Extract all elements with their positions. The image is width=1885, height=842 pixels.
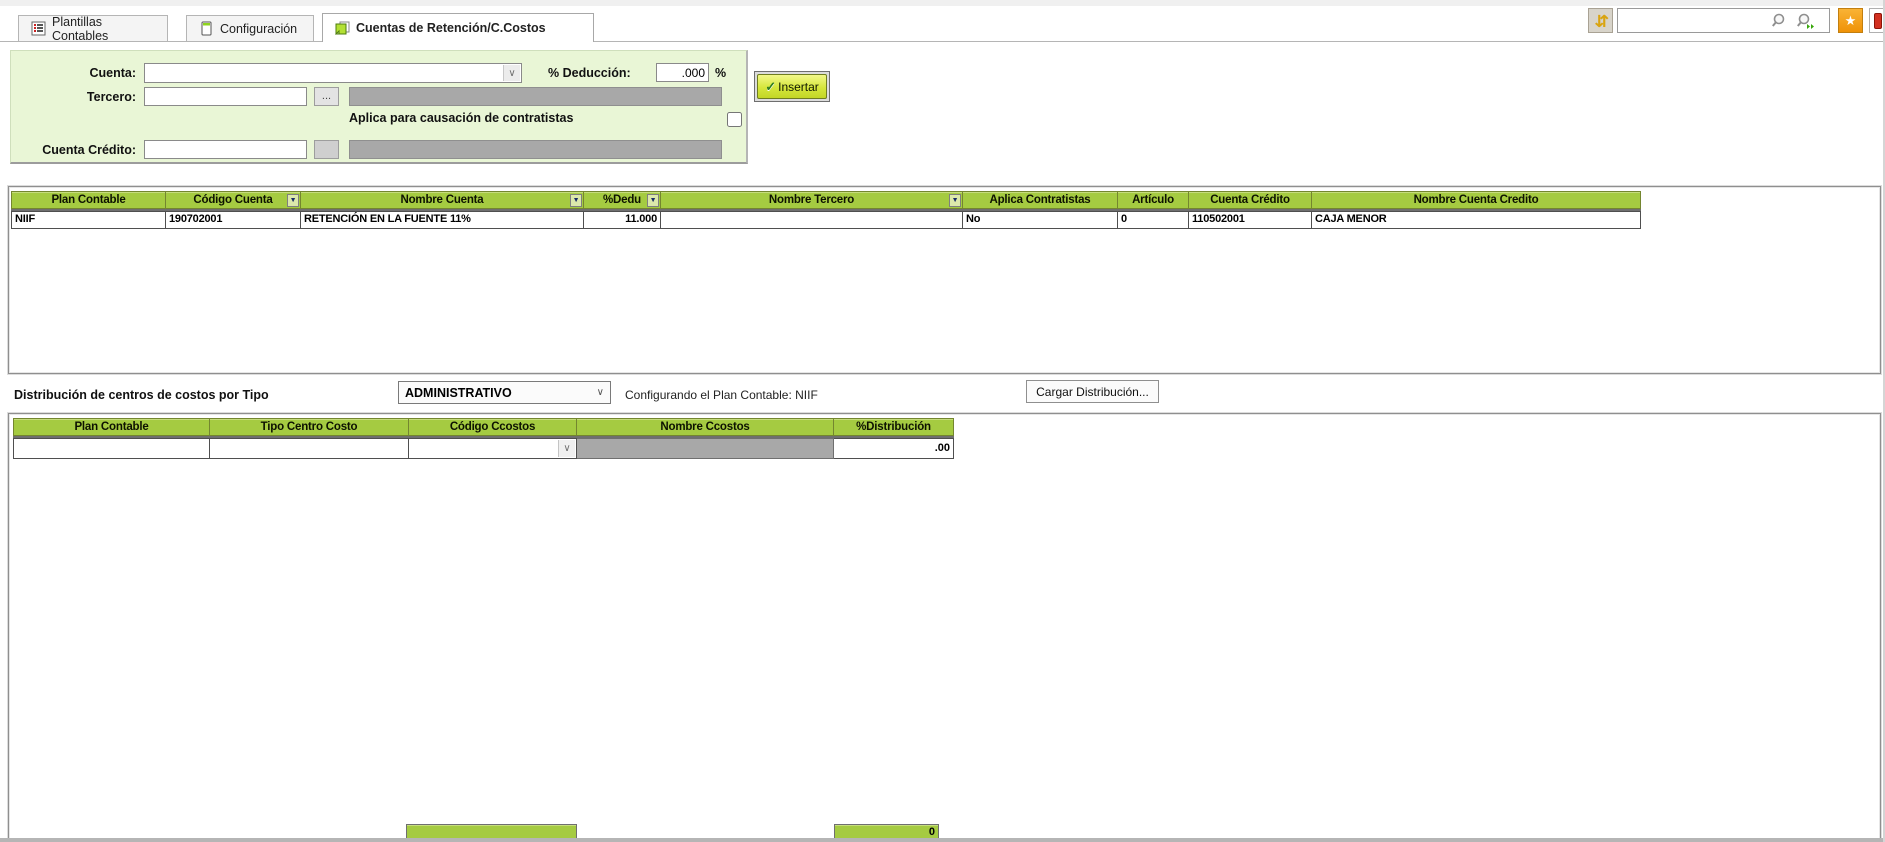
filter-arrow-icon[interactable]: ▼: [647, 194, 659, 207]
cuenta-credito-nombre-readonly: [349, 140, 722, 159]
distribucion-label: Distribución de centros de costos por Ti…: [14, 388, 269, 402]
deduccion-input[interactable]: [656, 63, 709, 82]
deduccion-label: % Deducción:: [548, 66, 631, 80]
header-separator: [11, 209, 1641, 211]
chevron-down-icon[interactable]: ∨: [558, 440, 575, 457]
filter-arrow-icon[interactable]: ▼: [287, 194, 299, 207]
cell-dedu[interactable]: 11.000: [584, 211, 661, 229]
retencion-grid-header: Plan Contable Código Cuenta ▼ Nombre Cuen…: [11, 191, 1641, 209]
cell-cuenta-credito[interactable]: 110502001: [1189, 211, 1312, 229]
cell-nombre-cuenta-credito[interactable]: CAJA MENOR: [1312, 211, 1641, 229]
cell-aplica-contratistas[interactable]: No: [963, 211, 1118, 229]
chevron-down-icon: ∨: [596, 387, 604, 398]
cargar-distribucion-button[interactable]: Cargar Distribución...: [1026, 380, 1159, 403]
tab-cuentas-retencion[interactable]: Cuentas de Retención/C.Costos: [322, 13, 594, 42]
retencion-form-panel: Cuenta: ∨ % Deducción: % Tercero: ... Ap…: [10, 50, 748, 164]
window-bottom-edge: [0, 838, 1883, 842]
table-row[interactable]: ∨ .00: [13, 438, 954, 459]
refresh-button[interactable]: ⇆: [1588, 8, 1613, 33]
column-header-nombre-tercero[interactable]: Nombre Tercero ▼: [661, 191, 963, 209]
cell-distribucion[interactable]: .00: [834, 438, 954, 459]
header-separator: [13, 436, 954, 438]
tercero-nombre-readonly: [349, 87, 722, 106]
plan-contable-info: Configurando el Plan Contable: NIIF: [625, 388, 818, 402]
tercero-label: Tercero:: [86, 90, 136, 104]
tab-plantillas-contables[interactable]: Plantillas Contables: [18, 14, 168, 43]
cell-plan-contable[interactable]: NIIF: [11, 211, 166, 229]
cell-nombre-cuenta[interactable]: RETENCIÓN EN LA FUENTE 11%: [301, 211, 584, 229]
cell-nombre-tercero[interactable]: [661, 211, 963, 229]
insertar-label: Insertar: [778, 79, 819, 94]
percent-suffix-label: %: [715, 66, 727, 80]
search-box: [1617, 8, 1830, 33]
note-icon: [335, 21, 350, 36]
tab-label: Configuración: [220, 21, 298, 36]
tercero-browse-button[interactable]: ...: [314, 87, 339, 106]
magnifier-fast-forward-icon[interactable]: [1796, 12, 1818, 30]
magnifier-icon[interactable]: [1771, 12, 1789, 30]
tercero-input[interactable]: [144, 87, 307, 106]
cell-tipo-centro-costo[interactable]: [210, 438, 409, 459]
column-header-distribucion[interactable]: %Distribución: [834, 418, 954, 436]
filter-arrow-icon[interactable]: ▼: [949, 194, 961, 207]
cuenta-credito-input[interactable]: [144, 140, 307, 159]
tab-configuracion[interactable]: Configuración: [186, 15, 314, 41]
column-header-articulo[interactable]: Artículo: [1118, 191, 1189, 209]
document-icon: [199, 21, 214, 36]
tipo-centro-costo-dropdown[interactable]: ADMINISTRATIVO ∨: [398, 381, 611, 404]
checkmark-icon: ✓: [765, 78, 777, 94]
column-header-codigo-cuenta[interactable]: Código Cuenta ▼: [166, 191, 301, 209]
column-header-cuenta-credito[interactable]: Cuenta Crédito: [1189, 191, 1312, 209]
column-header-nombre-ccostos[interactable]: Nombre Ccostos: [577, 418, 834, 436]
column-header-plan-contable[interactable]: Plan Contable: [11, 191, 166, 209]
star-icon: ★: [1844, 12, 1857, 28]
chevron-down-icon[interactable]: ∨: [503, 65, 520, 81]
column-header-plan-contable[interactable]: Plan Contable: [13, 418, 210, 436]
distribucion-grid-header: Plan Contable Tipo Centro Costo Código C…: [13, 418, 954, 436]
tab-label: Plantillas Contables: [52, 14, 109, 43]
column-header-codigo-ccostos[interactable]: Código Ccostos: [409, 418, 577, 436]
cuenta-combobox[interactable]: ∨: [144, 63, 522, 83]
codigo-ccostos-combobox[interactable]: ∨: [409, 438, 577, 459]
footer-cell-codigo-ccostos: [406, 824, 577, 839]
favorite-button[interactable]: ★: [1838, 8, 1863, 33]
column-header-tipo-centro-costo[interactable]: Tipo Centro Costo: [210, 418, 409, 436]
column-header-aplica-contratistas[interactable]: Aplica Contratistas: [963, 191, 1118, 209]
contratistas-label: Aplica para causación de contratistas: [349, 111, 574, 125]
tab-label: Cuentas de Retención/C.Costos: [356, 21, 546, 35]
footer-cell-distribucion-total: 0: [834, 824, 939, 839]
ellipsis-icon: ...: [321, 90, 332, 102]
filter-arrow-icon[interactable]: ▼: [570, 194, 582, 207]
cuenta-credito-browse-button: [314, 140, 339, 159]
cuenta-credito-label: Cuenta Crédito:: [42, 143, 136, 157]
column-header-nombre-cuenta-credito[interactable]: Nombre Cuenta Credito: [1312, 191, 1641, 209]
insertar-button[interactable]: ✓ Insertar: [754, 71, 830, 102]
search-input[interactable]: [1620, 11, 1770, 30]
contratistas-checkbox[interactable]: [727, 112, 742, 127]
retencion-grid: Plan Contable Código Cuenta ▼ Nombre Cuen…: [8, 186, 1881, 374]
column-header-nombre-cuenta[interactable]: Nombre Cuenta ▼: [301, 191, 584, 209]
cell-plan-contable[interactable]: [13, 438, 210, 459]
cell-articulo[interactable]: 0: [1118, 211, 1189, 229]
cell-nombre-ccostos-readonly: [577, 438, 834, 459]
distribucion-grid: Plan Contable Tipo Centro Costo Código C…: [8, 413, 1881, 842]
cuenta-combobox-value: [145, 73, 153, 77]
exit-button[interactable]: [1869, 8, 1883, 33]
cuenta-label: Cuenta:: [89, 66, 136, 80]
column-header-dedu[interactable]: %Dedu ▼: [584, 191, 661, 209]
list-icon: [31, 21, 46, 36]
table-row[interactable]: NIIF 190702001 RETENCIÓN EN LA FUENTE 11…: [11, 211, 1641, 229]
cell-codigo-cuenta[interactable]: 190702001: [166, 211, 301, 229]
window-top-edge: [0, 0, 1883, 7]
tabstrip-baseline: [0, 41, 1883, 42]
exit-door-icon: [1874, 13, 1882, 29]
tipo-dropdown-value: ADMINISTRATIVO: [405, 385, 512, 400]
refresh-sync-icon: ⇆: [1592, 13, 1610, 28]
